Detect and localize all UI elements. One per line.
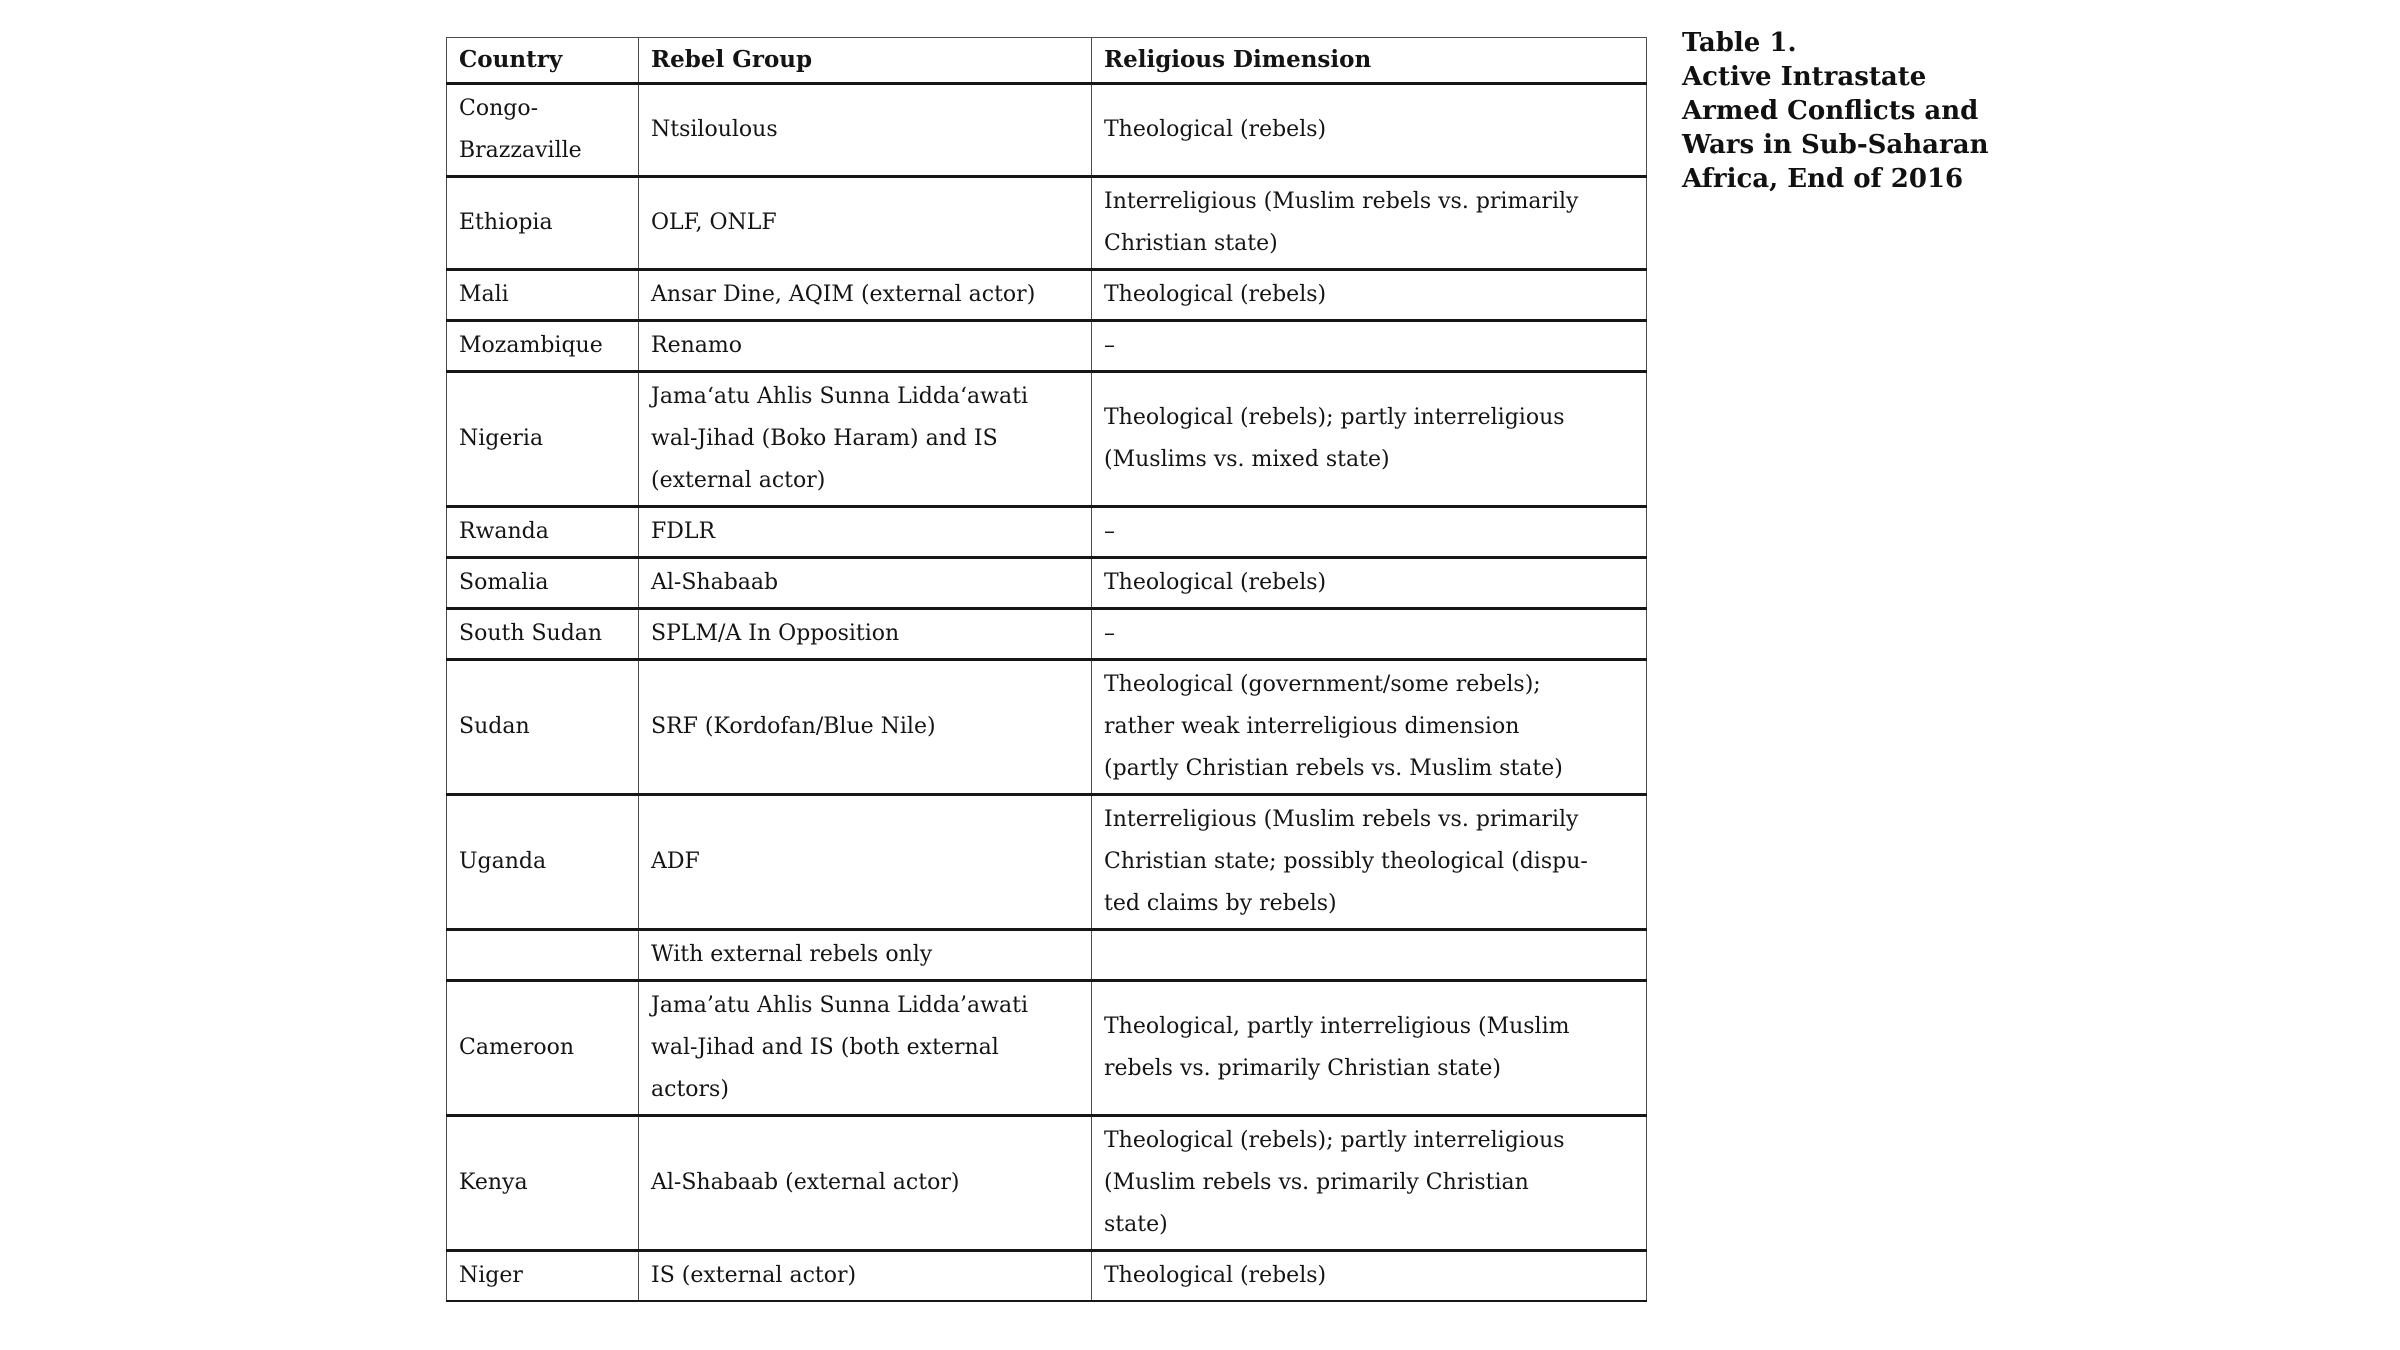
- rebel-group-cell: IS (external actor): [638, 1250, 1092, 1301]
- rebel-group-cell: Jama‘atu Ahlis Sunna Lidda‘awati wal-Jih…: [638, 371, 1092, 507]
- table-caption: Table 1. Active Intrastate Armed Conflic…: [1682, 28, 1989, 194]
- table-row: Ethiopia OLF, ONLF Interreligious (Musli…: [446, 176, 1647, 270]
- conflicts-table: Country Rebel Group Religious Dimension …: [446, 37, 1647, 1302]
- table-row: Mali Ansar Dine, AQIM (external actor) T…: [446, 269, 1647, 321]
- country-cell: Ethiopia: [446, 176, 639, 270]
- table-row: Nigeria Jama‘atu Ahlis Sunna Lidda‘awati…: [446, 371, 1647, 507]
- table-header-row: Country Rebel Group Religious Dimension: [446, 37, 1647, 84]
- rebel-group-cell: SRF (Kordofan/Blue Nile): [638, 659, 1092, 795]
- religious-dimension-cell: –: [1091, 320, 1647, 372]
- country-cell: Sudan: [446, 659, 639, 795]
- religious-dimension-cell: Theological (rebels): [1091, 557, 1647, 609]
- country-cell: Niger: [446, 1250, 639, 1301]
- rebel-group-cell: Jama’atu Ahlis Sunna Lidda’awati wal-Jih…: [638, 980, 1092, 1116]
- country-cell: Cameroon: [446, 980, 639, 1116]
- table-row: Rwanda FDLR –: [446, 506, 1647, 558]
- country-cell: Kenya: [446, 1115, 639, 1251]
- country-cell: Nigeria: [446, 371, 639, 507]
- table-row: Uganda ADF Interreligious (Muslim rebels…: [446, 794, 1647, 930]
- rebel-group-cell: SPLM/A In Opposition: [638, 608, 1092, 660]
- column-header-rebel-group: Rebel Group: [638, 37, 1092, 84]
- religious-dimension-cell: –: [1091, 608, 1647, 660]
- table-row: Mozambique Renamo –: [446, 320, 1647, 372]
- rebel-group-cell: Ansar Dine, AQIM (external actor): [638, 269, 1092, 321]
- column-header-country: Country: [446, 37, 639, 84]
- religious-dimension-cell: Theological (rebels): [1091, 269, 1647, 321]
- country-cell: Rwanda: [446, 506, 639, 558]
- religious-dimension-cell: Theological (rebels); partly interreligi…: [1091, 371, 1647, 507]
- column-header-religious-dimension: Religious Dimension: [1091, 37, 1647, 84]
- religious-dimension-cell: Theological (government/some rebels); ra…: [1091, 659, 1647, 795]
- rebel-group-cell: Al-Shabaab: [638, 557, 1092, 609]
- religious-dimension-cell: Interreligious (Muslim rebels vs. primar…: [1091, 794, 1647, 930]
- country-cell: [446, 929, 639, 981]
- religious-dimension-cell: [1091, 929, 1647, 981]
- table-row: Niger IS (external actor) Theological (r…: [446, 1250, 1647, 1301]
- country-cell: Mozambique: [446, 320, 639, 372]
- rebel-group-cell: ADF: [638, 794, 1092, 930]
- rebel-group-cell: Ntsiloulous: [638, 83, 1092, 177]
- rebel-group-cell: Renamo: [638, 320, 1092, 372]
- country-cell: Somalia: [446, 557, 639, 609]
- rebel-group-cell: OLF, ONLF: [638, 176, 1092, 270]
- country-cell: South Sudan: [446, 608, 639, 660]
- religious-dimension-cell: –: [1091, 506, 1647, 558]
- rebel-group-cell: FDLR: [638, 506, 1092, 558]
- table-row: Kenya Al-Shabaab (external actor) Theolo…: [446, 1115, 1647, 1251]
- religious-dimension-cell: Interreligious (Muslim rebels vs. primar…: [1091, 176, 1647, 270]
- religious-dimension-cell: Theological (rebels): [1091, 1250, 1647, 1301]
- religious-dimension-cell: Theological (rebels); partly interreligi…: [1091, 1115, 1647, 1251]
- table-row: Cameroon Jama’atu Ahlis Sunna Lidda’awat…: [446, 980, 1647, 1116]
- religious-dimension-cell: Theological, partly interreligious (Musl…: [1091, 980, 1647, 1116]
- country-cell: Uganda: [446, 794, 639, 930]
- rebel-group-cell: With external rebels only: [638, 929, 1092, 981]
- country-cell: Congo- Brazzaville: [446, 83, 639, 177]
- table-row: Somalia Al-Shabaab Theological (rebels): [446, 557, 1647, 609]
- table-row-subheader: With external rebels only: [446, 929, 1647, 981]
- table-row: South Sudan SPLM/A In Opposition –: [446, 608, 1647, 660]
- country-cell: Mali: [446, 269, 639, 321]
- table-row: Sudan SRF (Kordofan/Blue Nile) Theologic…: [446, 659, 1647, 795]
- table-row: Congo- Brazzaville Ntsiloulous Theologic…: [446, 83, 1647, 177]
- religious-dimension-cell: Theological (rebels): [1091, 83, 1647, 177]
- rebel-group-cell: Al-Shabaab (external actor): [638, 1115, 1092, 1251]
